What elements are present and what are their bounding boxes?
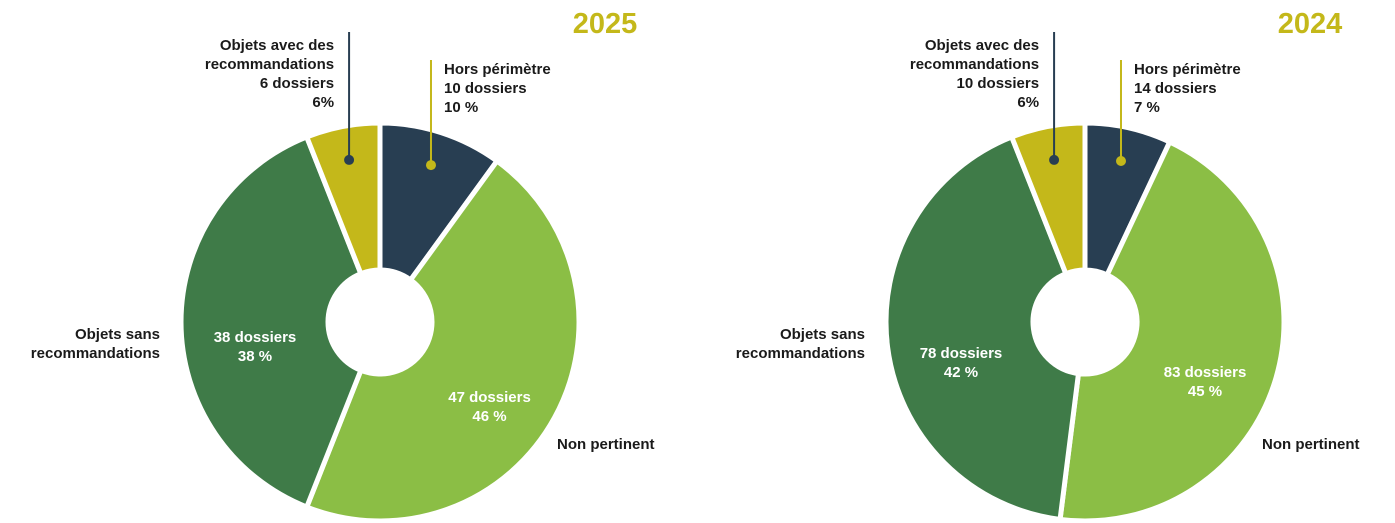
slice-category: Non pertinent <box>1262 436 1360 453</box>
slice-count: 10 dossiers <box>443 80 527 97</box>
pie-slice <box>303 157 582 523</box>
slice-label: Hors périmètre 10 dossiers 10 % <box>444 60 614 117</box>
slice-value: 6% <box>1017 94 1040 111</box>
pie-slice <box>377 120 501 284</box>
slice-label: Objets avec des recommandations 10 dossie… <box>899 36 1039 112</box>
slice-value: 10 % <box>443 99 479 116</box>
slice-count: 83 dossiers <box>1163 363 1247 381</box>
slice-category: Hors périmètre <box>1133 61 1241 78</box>
slice-count: 6 dossiers <box>259 75 335 92</box>
slice-label: Objets avec des recommandations 6 dossier… <box>194 36 334 112</box>
chart-title: 2024 <box>1277 8 1343 40</box>
pie-slice <box>178 133 365 511</box>
slice-value: 46 % <box>472 408 507 426</box>
slice-count: 10 dossiers <box>956 75 1040 92</box>
slice-count: 14 dossiers <box>1133 80 1217 97</box>
slice-value: 7 % <box>1133 99 1160 116</box>
slice-count: 38 dossiers <box>213 329 297 346</box>
slice-inner-label: 47 dossiers 46 % <box>448 388 531 426</box>
pie-slice <box>1057 138 1287 523</box>
leader-dot <box>344 154 355 165</box>
slice-category: Objets avec des recommandations <box>204 37 335 73</box>
slice-category: Objets sans recommandations <box>735 326 865 362</box>
leader-dot <box>425 160 436 171</box>
slice-inner-label: 83 dossiers 45 % <box>1164 363 1247 401</box>
slice-count: 78 dossiers <box>919 344 1003 362</box>
slice-value: 45 % <box>1187 382 1223 400</box>
slice-value: 6% <box>312 94 335 111</box>
slice-count: 47 dossiers <box>448 389 531 407</box>
slice-category: Objets sans recommandations <box>30 326 160 362</box>
leader-dot <box>1049 154 1060 165</box>
slice-label: Hors périmètre 14 dossiers 7 % <box>1134 60 1304 117</box>
pie-slice <box>303 120 383 277</box>
slice-category: Hors périmètre <box>443 61 551 78</box>
slice-category: Non pertinent <box>557 436 655 453</box>
slice-inner-label: 78 dossiers 42 % <box>920 344 1003 382</box>
leader-dot <box>1115 155 1126 166</box>
chart-title: 2025 <box>572 8 638 40</box>
slice-value: 38 % <box>237 348 273 365</box>
slice-value: 42 % <box>943 363 979 381</box>
slice-inner-label: 38 dossiers 38 % <box>214 328 297 366</box>
pie-slice <box>1008 120 1088 277</box>
slice-category: Objets avec des recommandations <box>909 37 1040 73</box>
pie-slice <box>883 133 1082 523</box>
